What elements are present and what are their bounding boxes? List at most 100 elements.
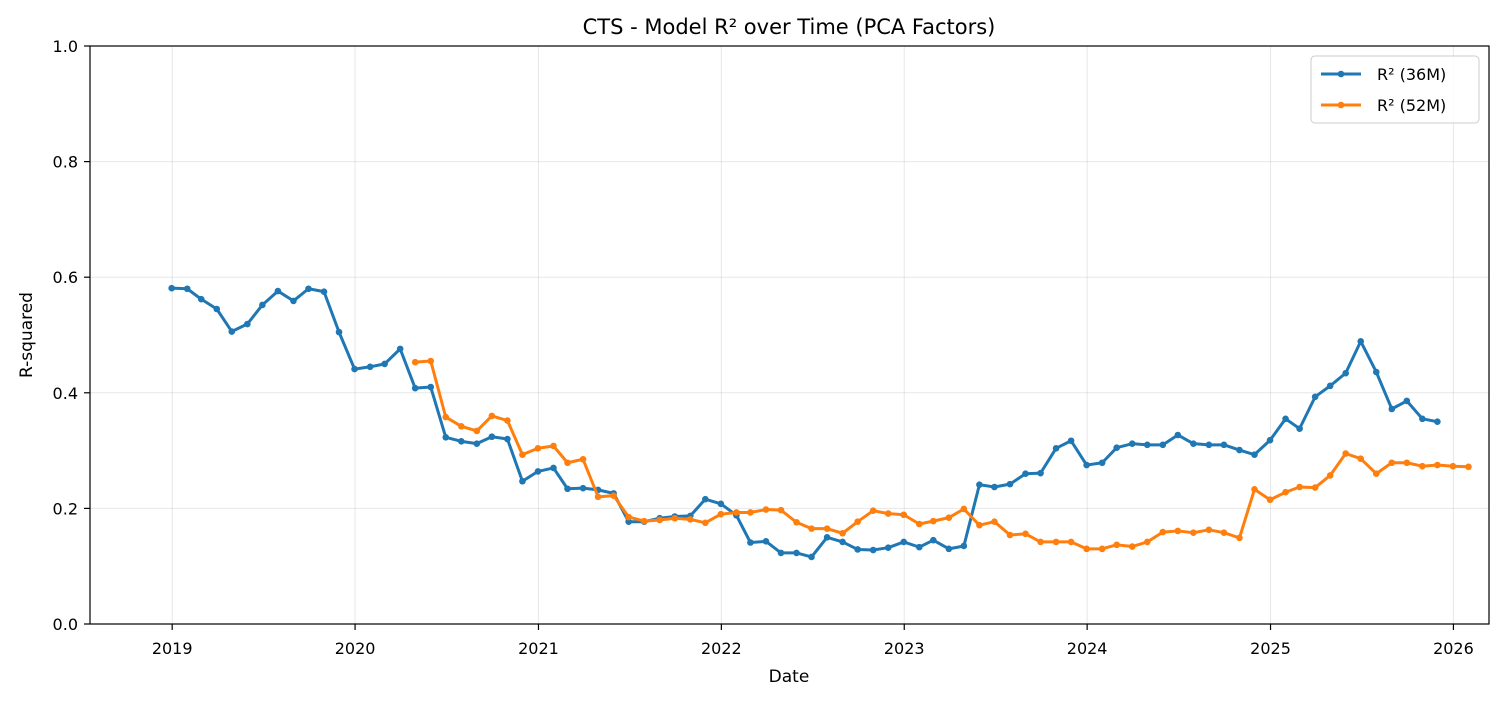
legend-label: R² (52M) [1377, 96, 1446, 115]
data-point [396, 345, 404, 353]
data-point [656, 516, 664, 524]
data-point [915, 520, 923, 528]
x-tick-label: 2026 [1433, 639, 1474, 658]
data-point [1388, 459, 1396, 467]
chart-title: CTS - Model R² over Time (PCA Factors) [583, 15, 996, 39]
data-point [900, 511, 908, 519]
data-point [1052, 538, 1060, 546]
data-point [839, 538, 846, 546]
data-point [488, 412, 496, 420]
data-point [228, 328, 236, 335]
data-point [504, 417, 511, 424]
data-point [168, 284, 175, 292]
data-point [1236, 446, 1243, 454]
y-tick-label: 0.4 [53, 384, 78, 403]
data-point [1143, 441, 1151, 449]
data-point [442, 434, 450, 441]
data-point [1174, 431, 1182, 439]
data-point [274, 287, 282, 295]
data-point [884, 510, 892, 517]
y-tick-label: 1.0 [53, 37, 78, 56]
legend-label: R² (36M) [1377, 65, 1446, 84]
data-point [640, 517, 648, 525]
data-point [458, 423, 465, 430]
series-layer [168, 284, 1472, 561]
data-point [564, 459, 571, 467]
data-point [1282, 488, 1289, 496]
legend: R² (36M) R² (52M) [1310, 55, 1480, 124]
data-point [991, 483, 998, 491]
data-point [1006, 531, 1014, 539]
data-point [1006, 480, 1014, 488]
data-point [594, 493, 602, 501]
data-point [1083, 461, 1090, 469]
data-point [1067, 437, 1075, 445]
data-point [197, 295, 205, 303]
x-tick-label: 2023 [884, 639, 925, 658]
data-point [1419, 415, 1426, 423]
data-point [213, 305, 221, 313]
data-point [1311, 393, 1319, 401]
data-point [411, 358, 419, 366]
data-point [1083, 545, 1090, 553]
data-point [1372, 368, 1380, 376]
data-point [335, 328, 343, 336]
data-point [411, 384, 419, 392]
data-point [1128, 440, 1136, 447]
data-point [839, 529, 846, 537]
data-point [1128, 543, 1136, 550]
data-point [1174, 527, 1182, 535]
y-tick-label: 0.0 [53, 615, 78, 634]
data-point [1190, 440, 1197, 447]
data-point [960, 542, 968, 550]
data-point [1220, 529, 1228, 536]
data-point [686, 516, 694, 523]
x-tick-label: 2021 [518, 639, 559, 658]
legend-item: R² (36M) [1321, 65, 1446, 84]
data-point [808, 525, 815, 532]
data-point [534, 468, 542, 475]
data-point [1251, 451, 1258, 458]
data-point [427, 357, 435, 365]
data-point [747, 509, 754, 516]
series-1 [168, 284, 1441, 561]
data-point [793, 549, 800, 557]
data-point [1236, 534, 1243, 542]
data-point [488, 433, 496, 441]
series-line [413, 359, 1470, 551]
data-point [1326, 472, 1334, 479]
data-point [733, 509, 740, 516]
data-point [1205, 526, 1213, 534]
data-point [1388, 405, 1396, 413]
data-point [915, 543, 923, 551]
data-point [579, 455, 587, 463]
data-point [320, 288, 328, 295]
data-point [259, 301, 266, 309]
data-point [976, 521, 983, 529]
data-point [1419, 462, 1426, 470]
data-point [1465, 463, 1472, 471]
data-point [823, 525, 831, 532]
data-point [579, 484, 587, 492]
data-point [991, 518, 998, 525]
data-point [777, 506, 785, 514]
data-point [1372, 470, 1380, 478]
x-tick-label: 2020 [335, 639, 376, 658]
data-point [1357, 455, 1365, 462]
data-point [381, 360, 388, 368]
data-point [747, 539, 754, 546]
data-point [671, 514, 679, 522]
data-point [945, 514, 953, 521]
data-point [1282, 415, 1289, 423]
legend-item: R² (52M) [1321, 96, 1446, 115]
series-2 [411, 357, 1472, 553]
data-point [1434, 461, 1441, 469]
data-point [884, 544, 892, 551]
data-point [504, 435, 511, 443]
plot-frame [89, 45, 1490, 625]
data-point [1098, 545, 1106, 553]
data-point [1022, 530, 1029, 538]
data-point [1326, 382, 1334, 390]
data-point [930, 517, 937, 525]
